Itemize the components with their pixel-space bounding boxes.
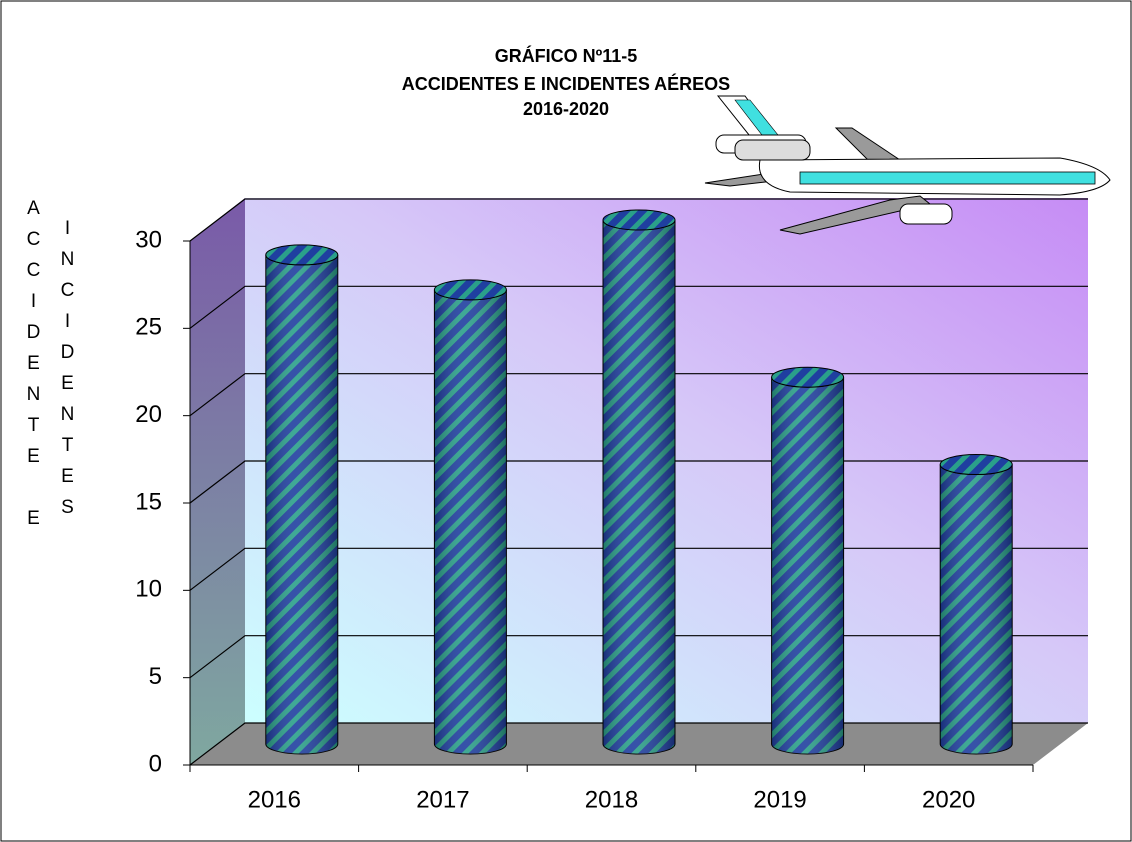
y-tick-label: 15 [135, 488, 162, 515]
bar-shade [771, 377, 844, 754]
bar-shade [265, 254, 338, 754]
grid-line [189, 285, 1088, 329]
bar-top [939, 454, 1013, 476]
y-tick-label: 10 [135, 576, 162, 603]
chart-title: ACCIDENTES E INCIDENTES AÉREOS [402, 73, 730, 94]
chart-title: GRÁFICO Nº11-5 [495, 45, 638, 66]
y-tick-label: 20 [135, 401, 162, 428]
y-tick-label: 5 [149, 663, 162, 690]
chart-title: 2016-2020 [523, 99, 609, 119]
bar-shade [434, 289, 507, 754]
bar [265, 244, 339, 755]
x-tick-label: 2016 [248, 786, 301, 813]
airplane [704, 95, 1111, 235]
bar [939, 454, 1013, 755]
y-tick-label: 0 [149, 750, 162, 777]
y-axis-label: INCIDENTES [57, 218, 78, 528]
bars [265, 209, 1013, 755]
y-tick-label: 30 [135, 226, 162, 253]
x-tick-label: 2020 [922, 786, 975, 813]
bar-shade [603, 220, 675, 754]
bar [771, 366, 845, 755]
bar-top [433, 279, 507, 301]
bar-shade [940, 464, 1013, 754]
y-tick-label: 25 [135, 314, 162, 341]
x-tick-label: 2017 [416, 786, 469, 813]
y-axis-label: ACCIDENTE E [23, 198, 44, 539]
x-tick-label: 2019 [753, 786, 806, 813]
bar-top [265, 244, 339, 266]
bar-top [771, 366, 845, 388]
x-tick-label: 2018 [585, 786, 638, 813]
bar [433, 279, 507, 755]
bar [602, 209, 676, 755]
grid-line [189, 198, 1088, 242]
bar-top [602, 209, 676, 231]
